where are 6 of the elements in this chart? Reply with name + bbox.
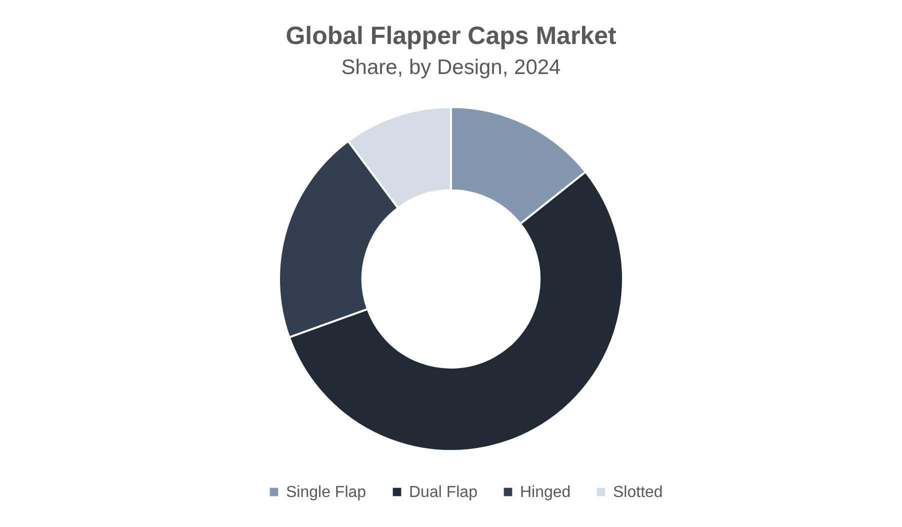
legend-label: Dual Flap [409, 484, 478, 501]
chart-title: Global Flapper Caps Market [286, 22, 617, 50]
legend-label: Single Flap [286, 484, 366, 501]
legend-label: Slotted [613, 484, 663, 501]
chart-subtitle: Share, by Design, 2024 [341, 56, 562, 79]
legend-label: Hinged [520, 484, 571, 501]
